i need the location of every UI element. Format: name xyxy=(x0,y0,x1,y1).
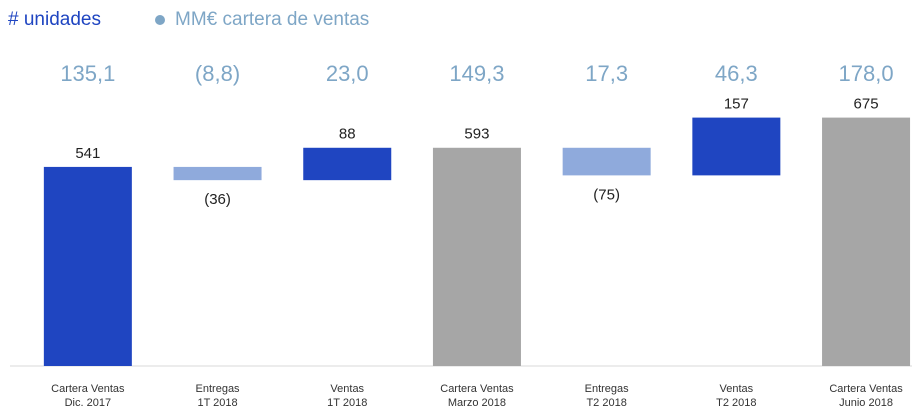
x-tick-label: Marzo 2018 xyxy=(448,397,506,409)
x-tick-label: 1T 2018 xyxy=(197,397,237,409)
value-label: 149,3 xyxy=(449,61,504,86)
x-tick-label: T2 2018 xyxy=(586,397,626,409)
bar xyxy=(43,166,132,366)
value-label: 46,3 xyxy=(715,61,758,86)
value-label: (36) xyxy=(204,191,231,208)
value-label: 593 xyxy=(464,126,489,143)
x-tick-label: Ventas xyxy=(330,383,364,395)
x-tick-label: Cartera Ventas xyxy=(51,383,125,395)
bar xyxy=(303,147,392,181)
value-label: 135,1 xyxy=(60,61,115,86)
x-tick-label: Dic. 2017 xyxy=(65,397,111,409)
value-label: 178,0 xyxy=(839,61,894,86)
x-tick-label: Entregas xyxy=(585,383,630,395)
value-label: (75) xyxy=(593,186,620,203)
value-label: 157 xyxy=(724,96,749,113)
x-tick-label: Cartera Ventas xyxy=(829,383,903,395)
bar xyxy=(173,166,262,181)
x-tick-label: Cartera Ventas xyxy=(440,383,514,395)
value-label: 17,3 xyxy=(585,61,628,86)
value-label: (8,8) xyxy=(195,61,240,86)
x-tick-label: 1T 2018 xyxy=(327,397,367,409)
x-tick-label: T2 2018 xyxy=(716,397,756,409)
bar xyxy=(562,147,651,176)
legend-label: MM€ cartera de ventas xyxy=(175,9,369,30)
bar xyxy=(432,147,521,366)
bar xyxy=(822,117,911,366)
value-label: 675 xyxy=(854,96,879,113)
legend-dot xyxy=(155,15,165,25)
bar xyxy=(692,117,781,176)
x-tick-label: Junio 2018 xyxy=(839,397,893,409)
value-label: 23,0 xyxy=(326,61,369,86)
value-label: 88 xyxy=(339,126,356,143)
value-label: 541 xyxy=(75,145,100,162)
x-tick-label: Ventas xyxy=(720,383,754,395)
x-tick-label: Entregas xyxy=(196,383,241,395)
legend-label: # unidades xyxy=(8,9,101,30)
